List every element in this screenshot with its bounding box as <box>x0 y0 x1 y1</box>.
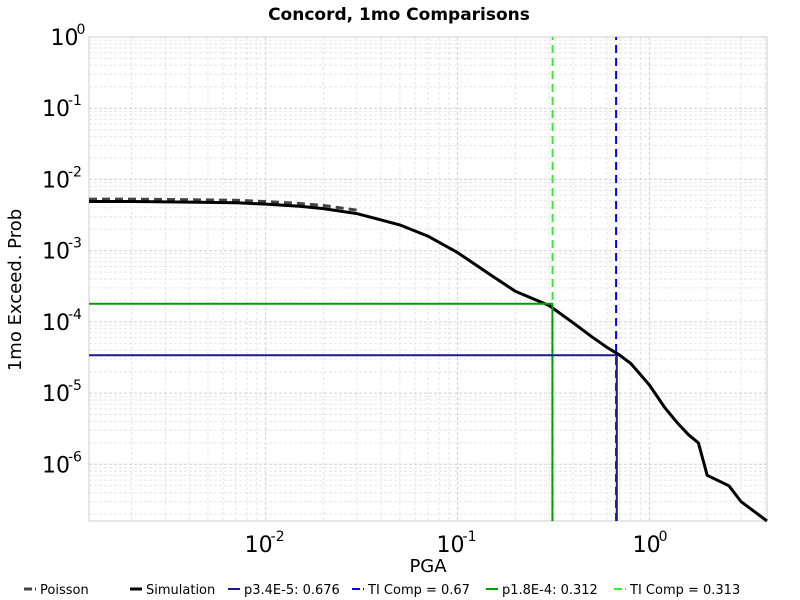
chart-title: Concord, 1mo Comparisons <box>268 5 530 25</box>
legend-label: p1.8E-4: 0.312 <box>502 583 598 598</box>
x-tick-label: 100 <box>633 529 668 558</box>
legend-item-ti-comp-0-313: TI Comp = 0.313 <box>614 583 740 598</box>
y-tick-base: 10 <box>42 453 70 478</box>
y-tick-label: 10-3 <box>42 236 82 265</box>
y-tick-base: 10 <box>42 311 70 336</box>
y-tick-label: 100 <box>51 22 86 51</box>
y-tick-label: 10-6 <box>42 449 82 478</box>
x-tick-label: 10-2 <box>245 529 285 558</box>
series-line-p1-8e-4-0-312 <box>89 302 554 521</box>
grid <box>89 36 767 521</box>
legend-item-ti-comp-0-67: TI Comp = 0.67 <box>352 583 470 598</box>
y-tick-label: 10-5 <box>42 378 82 407</box>
x-tick-base: 10 <box>245 533 273 558</box>
legend-item-poisson: Poisson <box>24 583 89 598</box>
legend-item-p1-8e-4-0-312: p1.8E-4: 0.312 <box>486 583 598 598</box>
y-tick-label: 10-2 <box>42 164 82 193</box>
y-tick-exponent: -4 <box>68 307 82 323</box>
series-line-simulation <box>89 200 768 523</box>
x-tick-base: 10 <box>633 533 661 558</box>
legend-item-simulation: Simulation <box>130 583 215 598</box>
series-lines <box>89 37 768 523</box>
x-tick-exponent: -1 <box>463 529 477 545</box>
y-tick-exponent: -2 <box>68 164 82 180</box>
legend-label: Simulation <box>146 583 215 598</box>
legend-label: p3.4E-5: 0.676 <box>244 583 340 598</box>
x-tick-exponent: 0 <box>659 529 668 545</box>
y-tick-base: 10 <box>42 168 70 193</box>
x-tick-label: 10-1 <box>437 529 477 558</box>
y-tick-exponent: -6 <box>68 449 82 465</box>
y-tick-base: 10 <box>42 240 70 265</box>
y-tick-base: 10 <box>42 97 70 122</box>
y-tick-exponent: 0 <box>77 22 86 38</box>
x-tick-base: 10 <box>437 533 465 558</box>
legend-label: TI Comp = 0.313 <box>629 583 740 598</box>
series-line-poisson <box>89 197 358 212</box>
legend-label: Poisson <box>40 583 89 598</box>
legend-label: TI Comp = 0.67 <box>367 583 470 598</box>
y-tick-label: 10-4 <box>42 307 82 336</box>
y-tick-exponent: -1 <box>68 93 82 109</box>
x-axis-label: PGA <box>409 556 447 577</box>
y-tick-exponent: -3 <box>68 236 82 252</box>
y-tick-base: 10 <box>51 26 79 51</box>
series-line-p3-4e-5-0-676 <box>89 354 618 521</box>
x-tick-exponent: -2 <box>271 529 285 545</box>
y-tick-base: 10 <box>42 382 70 407</box>
legend-item-p3-4e-5-0-676: p3.4E-5: 0.676 <box>228 583 340 598</box>
y-axis-label: 1mo Exceed. Prob <box>5 209 26 371</box>
plot-area <box>88 36 768 523</box>
y-tick-label: 10-1 <box>42 93 82 122</box>
legend: Poisson Simulation p3.4E-5: 0.676 TI Comp =… <box>24 583 740 598</box>
y-tick-exponent: -5 <box>68 378 82 394</box>
